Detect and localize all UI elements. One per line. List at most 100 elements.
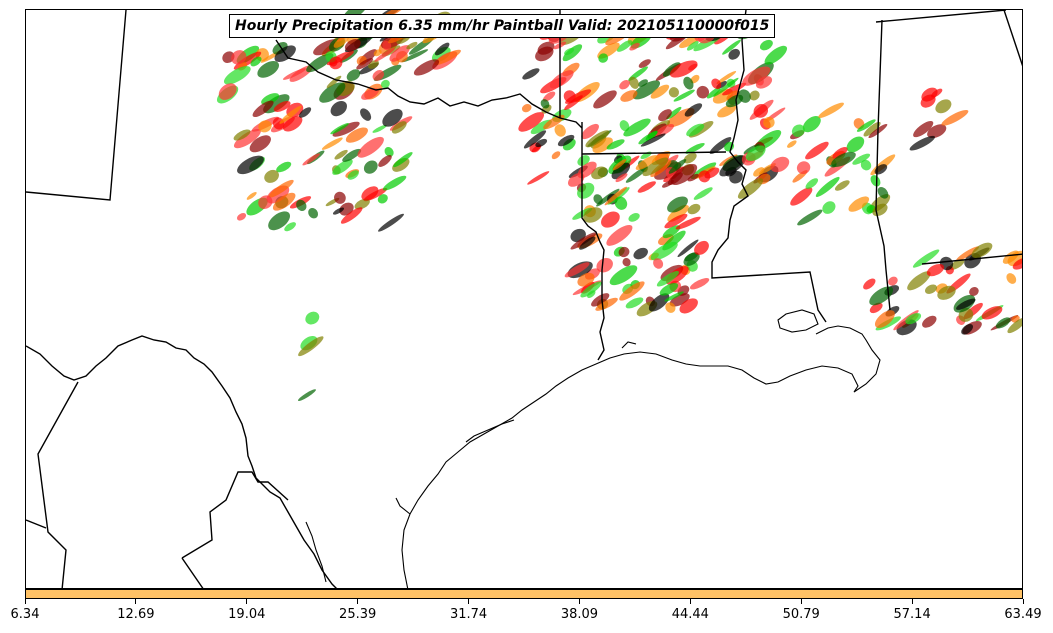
precip-blob (638, 79, 648, 87)
precip-blob (378, 155, 392, 167)
precip-blob (927, 124, 947, 139)
precip-blob (629, 42, 640, 51)
colorbar-tick (800, 599, 802, 604)
precip-blob (622, 257, 631, 267)
colorbar-tick (24, 599, 26, 604)
precip-blob (822, 201, 836, 214)
precip-blob (246, 191, 257, 200)
precip-blob (361, 88, 379, 100)
precip-blob (595, 297, 618, 311)
precip-blob (606, 139, 625, 150)
precip-blob (272, 192, 296, 211)
precip-blob (909, 135, 936, 151)
colorbar (25, 589, 1023, 599)
precip-blob (686, 123, 705, 137)
precip-blob (354, 198, 370, 210)
precip-blob (345, 127, 368, 143)
state-border (26, 10, 127, 201)
precip-blob (925, 284, 937, 294)
precip-blob (237, 155, 264, 175)
precip-blob (406, 41, 418, 50)
precip-blob (834, 180, 850, 191)
precip-blob (683, 252, 700, 266)
precip-blob (258, 120, 272, 133)
precip-blob (282, 68, 306, 80)
precip-blob (628, 213, 640, 222)
state-border (875, 19, 891, 311)
precip-blob (612, 158, 627, 171)
precip-blob (683, 76, 694, 90)
precip-blob (570, 232, 597, 250)
precip-blob (382, 175, 407, 191)
precip-blob (535, 138, 548, 148)
precip-blob (321, 137, 343, 150)
precip-blob (564, 262, 590, 278)
precip-blob (372, 124, 387, 133)
precip-blob (268, 211, 291, 231)
precip-blob (797, 209, 823, 226)
precip-blob (330, 123, 349, 135)
precip-blob (941, 109, 969, 126)
precip-blob (257, 61, 280, 78)
coastline (777, 309, 819, 333)
precip-blob (805, 141, 829, 160)
state-border (1003, 10, 1022, 67)
precip-blob (218, 83, 237, 100)
precip-blob (344, 39, 361, 52)
precip-blob (252, 100, 274, 118)
precip-blob (659, 283, 679, 296)
precip-blob (565, 89, 592, 104)
precip-blob (236, 213, 247, 221)
precip-blob (231, 50, 247, 65)
precip-blob (713, 77, 739, 97)
precip-blob (717, 104, 737, 118)
precip-blob (614, 196, 628, 210)
precip-blob (706, 87, 721, 99)
precip-blob (852, 153, 871, 165)
precip-blob (667, 204, 689, 222)
precip-blob (874, 310, 895, 328)
precip-blob (888, 276, 898, 286)
colorbar-tick-label: 12.69 (117, 607, 155, 622)
colorbar-tick-label: 57.14 (893, 607, 931, 622)
precip-blob (249, 135, 271, 153)
colorbar-tick (468, 599, 470, 604)
precip-blob (790, 187, 813, 206)
precip-blob (250, 56, 262, 67)
precip-blob (434, 49, 461, 66)
precip-blob (284, 222, 296, 232)
country-border (26, 335, 337, 588)
precip-blob (347, 170, 359, 180)
precip-blob (709, 137, 732, 154)
precip-blob (363, 160, 378, 174)
precip-blob (279, 105, 302, 124)
precip-blob (635, 155, 658, 171)
colorbar-tick-label: 44.44 (671, 607, 709, 622)
precip-blob (770, 156, 790, 173)
precip-blob (693, 187, 713, 200)
precip-blob (905, 313, 922, 325)
precip-blob (299, 107, 312, 118)
precip-blob (722, 39, 741, 55)
state-border (275, 39, 583, 129)
state-border (37, 381, 79, 588)
precip-blob (392, 157, 410, 172)
precip-blob (619, 281, 645, 301)
precip-blob (1012, 257, 1022, 270)
precip-blob (360, 108, 372, 121)
precip-blob (684, 103, 703, 117)
precip-blob (611, 162, 631, 180)
precip-blob (564, 47, 575, 56)
precip-blob (527, 171, 550, 185)
precip-blob (877, 186, 889, 199)
precip-blob (1007, 317, 1022, 334)
precip-blob (673, 89, 695, 102)
precip-blob (679, 298, 698, 314)
precip-blob (549, 70, 574, 89)
precip-blob (377, 194, 388, 204)
gulf-coastline (305, 309, 881, 588)
map-title: Hourly Precipitation 6.35 mm/hr Paintbal… (229, 14, 776, 38)
precip-blob (330, 100, 347, 117)
coastline (401, 325, 881, 588)
precip-blob (687, 203, 701, 215)
